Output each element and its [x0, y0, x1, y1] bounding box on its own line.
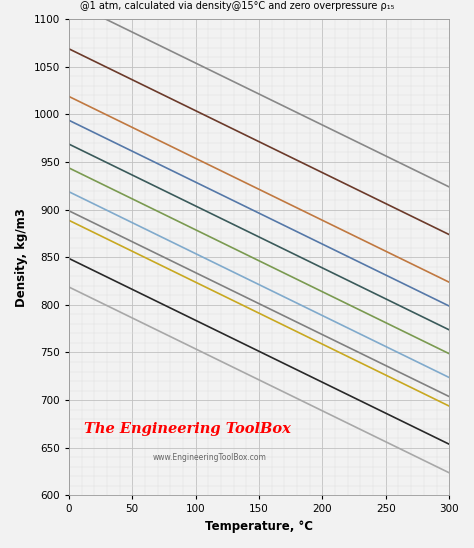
X-axis label: Temperature, °C: Temperature, °C: [205, 520, 313, 533]
Text: www.EngineeringToolBox.com: www.EngineeringToolBox.com: [153, 453, 266, 461]
Text: The Engineering ToolBox: The Engineering ToolBox: [84, 423, 291, 437]
Y-axis label: Density, kg/m3: Density, kg/m3: [15, 208, 28, 307]
Text: @1 atm, calculated via density@15°C and zero overpressure ρ₁₅: @1 atm, calculated via density@15°C and …: [80, 1, 394, 11]
